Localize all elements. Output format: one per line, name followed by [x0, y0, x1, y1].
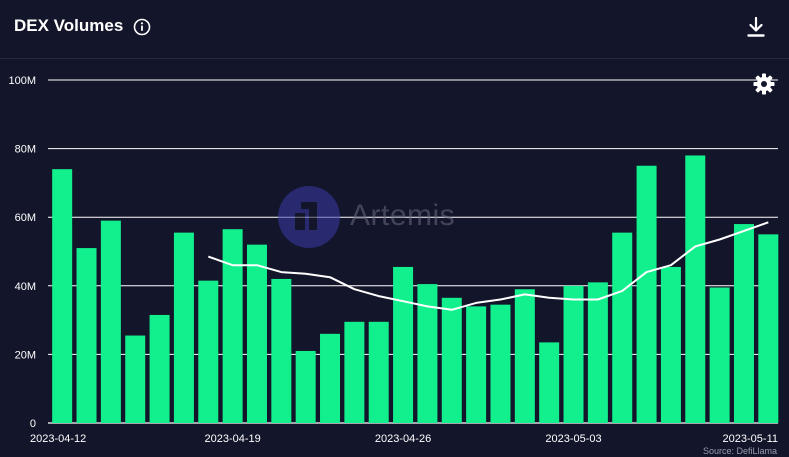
bar[interactable]: [514, 289, 535, 423]
bar[interactable]: [271, 278, 292, 423]
x-axis-ticks: 2023-04-12 2023-04-19 2023-04-26 2023-05-03…: [30, 433, 778, 445]
bar[interactable]: [173, 232, 194, 423]
gear-icon[interactable]: [752, 72, 776, 96]
bar[interactable]: [466, 306, 487, 423]
bar[interactable]: [344, 321, 365, 423]
bar[interactable]: [709, 287, 730, 423]
bar[interactable]: [393, 266, 414, 423]
bar[interactable]: [222, 229, 243, 423]
y-tick-label: 20M: [15, 349, 36, 361]
bar[interactable]: [563, 285, 584, 423]
bar[interactable]: [539, 342, 560, 423]
x-tick-label: 2023-04-19: [204, 433, 260, 445]
bar[interactable]: [636, 165, 657, 423]
bar[interactable]: [490, 304, 511, 423]
bar[interactable]: [52, 169, 73, 423]
info-icon[interactable]: [133, 18, 151, 36]
bar[interactable]: [441, 297, 462, 423]
moving-average-line: [207, 221, 769, 311]
bar[interactable]: [125, 335, 146, 423]
y-tick-label: 0: [30, 418, 36, 430]
bar[interactable]: [660, 266, 681, 423]
y-tick-label: 40M: [15, 281, 36, 293]
watermark-text: Artemis: [350, 199, 456, 232]
artemis-watermark: Artemis: [277, 185, 477, 249]
x-tick-label: 2023-05-03: [545, 433, 601, 445]
x-tick-label: 2023-04-12: [30, 433, 86, 445]
source-note: Source: DefiLlama: [702, 446, 777, 456]
bar[interactable]: [198, 280, 219, 423]
bar[interactable]: [246, 244, 267, 423]
bar[interactable]: [368, 321, 389, 423]
bar[interactable]: [149, 314, 170, 423]
artemis-logo-icon: [278, 186, 340, 248]
line-series: [207, 221, 769, 311]
y-tick-label: 80M: [15, 144, 36, 156]
bar[interactable]: [733, 224, 754, 423]
bar[interactable]: [417, 284, 438, 423]
bar[interactable]: [758, 234, 779, 423]
chart-title: DEX Volumes: [14, 16, 124, 35]
x-tick-label: 2023-04-26: [375, 433, 431, 445]
bar[interactable]: [295, 350, 316, 423]
x-tick-label: 2023-05-11: [723, 433, 778, 445]
y-tick-label: 60M: [15, 212, 36, 224]
download-icon[interactable]: [744, 15, 768, 39]
y-axis-ticks: 0 20M 40M 60M 80M 100M: [8, 75, 36, 430]
bar-series: [52, 155, 779, 423]
bar[interactable]: [685, 155, 706, 423]
bar[interactable]: [587, 282, 608, 423]
bar[interactable]: [76, 248, 97, 423]
bar[interactable]: [100, 220, 121, 423]
y-tick-label: 100M: [8, 75, 36, 87]
bar[interactable]: [612, 232, 633, 423]
chart-header: DEX Volumes: [0, 0, 789, 59]
bar[interactable]: [320, 333, 341, 423]
